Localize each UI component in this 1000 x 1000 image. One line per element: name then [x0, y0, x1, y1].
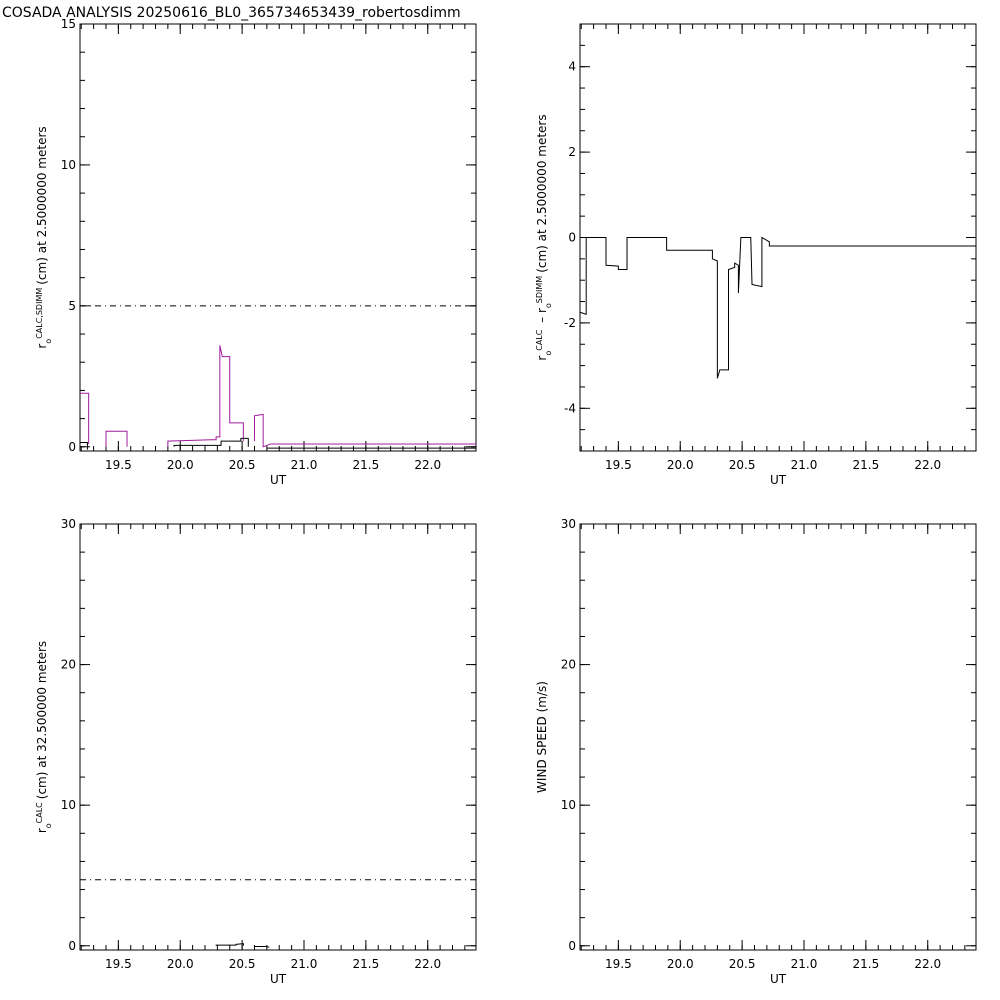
y-tick-label: 10 — [61, 158, 76, 172]
y-tick-label: -4 — [564, 401, 576, 415]
y-tick-label: 10 — [61, 798, 76, 812]
plot-frame — [79, 523, 477, 951]
y-tick-label: 20 — [61, 658, 76, 672]
y-tick-label: 20 — [561, 658, 576, 672]
x-tick-label: 22.0 — [414, 957, 441, 971]
x-tick-label: 21.5 — [353, 957, 380, 971]
x-axis-label: UT — [770, 473, 787, 487]
data-line — [80, 437, 476, 450]
x-axis-label: UT — [270, 972, 287, 986]
y-tick-label: 0 — [568, 939, 576, 953]
y-tick-label: 30 — [561, 517, 576, 531]
y-axis-label-part: o — [44, 339, 53, 344]
y-axis-label-part: r — [35, 828, 49, 833]
x-tick-label: 20.0 — [667, 957, 694, 971]
y-axis-label-part: o — [544, 303, 553, 308]
x-tick-label: 20.0 — [167, 957, 194, 971]
x-tick-label: 21.0 — [791, 458, 818, 472]
y-axis-label: roCALC – roSDIMM(cm) at 2.5000000 meters — [535, 114, 553, 360]
y-axis-label-part: – r — [535, 308, 549, 327]
y-tick-label: 0 — [68, 939, 76, 953]
y-tick-label: 2 — [568, 145, 576, 159]
y-axis-label-part: CALC,SDIMM — [35, 288, 44, 339]
x-tick-label: 21.5 — [353, 458, 380, 472]
x-tick-label: 19.5 — [605, 458, 632, 472]
x-tick-label: 20.5 — [729, 458, 756, 472]
x-tick-label: 21.0 — [791, 957, 818, 971]
y-axis-label: roCALC (cm) at 32.500000 meters — [35, 641, 53, 833]
x-axis-label: UT — [770, 972, 787, 986]
y-axis-label-part: CALC — [35, 802, 44, 824]
x-tick-label: 19.5 — [105, 458, 132, 472]
y-axis-label-part: (cm) at 32.500000 meters — [35, 641, 49, 799]
x-tick-label: 20.5 — [729, 957, 756, 971]
y-axis-label-part: (cm) at 2.5000000 meters — [35, 126, 49, 284]
y-tick-label: 5 — [68, 299, 76, 313]
y-axis-label-part: o — [44, 823, 53, 828]
x-tick-label: 20.5 — [229, 957, 256, 971]
y-axis-label-part: SDIMM — [535, 276, 544, 304]
y-axis-label: roCALC,SDIMM (cm) at 2.5000000 meters — [35, 126, 53, 348]
panel: 19.5 20.0 20.5 21.0 21.5 22.0-4-2024UTroCALC … — [535, 23, 977, 487]
y-tick-label: 4 — [568, 60, 576, 74]
x-tick-label: 21.0 — [291, 458, 318, 472]
y-axis-label-part: r — [35, 344, 49, 349]
y-axis-label-part: WIND SPEED (m/s) — [535, 681, 549, 793]
x-tick-label: 19.5 — [105, 957, 132, 971]
x-tick-label: 21.5 — [853, 458, 880, 472]
x-tick-label: 22.0 — [414, 458, 441, 472]
y-tick-label: -2 — [564, 316, 576, 330]
x-axis-label: UT — [270, 473, 287, 487]
x-tick-label: 22.0 — [914, 957, 941, 971]
y-axis-label-part: o — [544, 351, 553, 356]
figure-title: COSADA ANALYSIS 20250616_BL0_36573465343… — [2, 5, 461, 21]
panel: 19.5 20.0 20.5 21.0 21.5 22.0 0 10 20 30 UT WIND SP… — [535, 517, 977, 986]
y-axis-label: WIND SPEED (m/s) — [535, 681, 549, 793]
panel: 19.5 20.0 20.5 21.0 21.5 22.0 0 10 20 30 UT roCALC (… — [35, 517, 477, 986]
y-axis-label-part: r — [535, 356, 549, 361]
x-tick-label: 22.0 — [914, 458, 941, 472]
x-tick-label: 21.0 — [291, 957, 318, 971]
plot-frame — [579, 523, 977, 951]
data-line — [579, 236, 976, 379]
panel: 19.5 20.0 20.5 21.0 21.5 22.0 0 5 10 15 UT roCALC,S… — [35, 17, 477, 487]
y-tick-label: 10 — [561, 798, 576, 812]
y-axis-label-part: CALC — [535, 329, 544, 351]
x-tick-label: 20.0 — [667, 458, 694, 472]
x-tick-label: 21.5 — [853, 957, 880, 971]
x-tick-label: 20.0 — [167, 458, 194, 472]
y-tick-label: 0 — [68, 440, 76, 454]
x-tick-label: 20.5 — [229, 458, 256, 472]
y-tick-label: 0 — [568, 231, 576, 245]
y-tick-label: 30 — [61, 517, 76, 531]
data-line — [215, 943, 270, 948]
plot-frame — [79, 23, 477, 452]
y-tick-label: 15 — [61, 17, 76, 31]
x-tick-label: 19.5 — [605, 957, 632, 971]
data-line — [80, 345, 476, 448]
y-axis-label-part: (cm) at 2.5000000 meters — [535, 114, 549, 272]
